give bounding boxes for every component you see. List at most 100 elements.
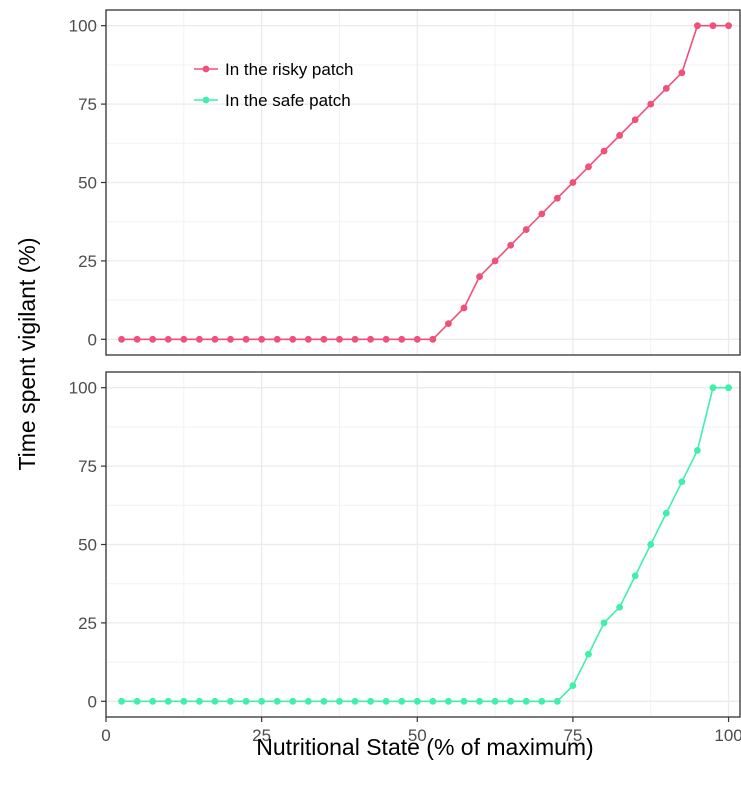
data-point — [398, 697, 406, 705]
y-tick-label: 50 — [78, 536, 97, 555]
data-point — [351, 335, 359, 343]
data-point — [227, 335, 234, 343]
data-point — [709, 384, 717, 392]
data-point — [538, 210, 546, 218]
y-tick-label: 50 — [78, 174, 97, 193]
data-point — [445, 697, 452, 705]
data-point — [118, 335, 125, 343]
y-tick-label: 75 — [78, 95, 97, 114]
y-tick-label: 25 — [78, 614, 97, 633]
data-point — [460, 304, 468, 312]
data-point — [616, 603, 624, 611]
data-point — [445, 320, 452, 328]
data-point — [118, 697, 125, 705]
data-point — [507, 241, 515, 249]
data-point — [631, 116, 639, 124]
data-point — [273, 335, 281, 343]
data-point — [569, 179, 577, 186]
data-point — [320, 697, 328, 705]
data-point — [351, 697, 359, 705]
data-point — [413, 697, 421, 705]
y-tick-label: 100 — [69, 379, 97, 398]
data-point — [195, 697, 203, 705]
upper-panel-risky: 0 25 50 75 100 — [69, 9, 741, 356]
data-point — [522, 697, 530, 705]
legend-label: In the risky patch — [225, 60, 354, 79]
data-point — [553, 194, 561, 202]
x-tick-label: 0 — [101, 726, 110, 745]
legend: In the risky patch In the safe patch — [194, 60, 354, 110]
data-point — [476, 273, 483, 280]
y-tick-label: 100 — [69, 17, 97, 36]
data-point — [336, 335, 343, 343]
data-point — [258, 697, 266, 705]
x-tick-label: 50 — [408, 726, 427, 745]
data-point — [429, 697, 437, 705]
data-point — [133, 697, 141, 705]
data-point — [164, 697, 172, 705]
data-point — [336, 697, 343, 705]
data-point — [227, 697, 234, 705]
data-point — [725, 22, 732, 30]
data-point — [647, 100, 655, 108]
legend-key-point — [202, 65, 210, 73]
data-point — [491, 257, 499, 265]
series-line-1 — [121, 386, 729, 703]
y-axis-title: Time spent vigilant (%) — [14, 237, 40, 470]
y-tick-label: 0 — [88, 692, 97, 711]
data-point — [382, 335, 390, 343]
panel-border — [105, 371, 741, 718]
data-point — [211, 335, 219, 343]
data-point — [149, 697, 157, 705]
y-tick-label: 75 — [78, 457, 97, 476]
x-tick-label: 25 — [252, 726, 271, 745]
data-point — [180, 697, 188, 705]
data-point — [211, 697, 219, 705]
data-point — [164, 335, 172, 343]
data-point — [585, 163, 592, 171]
data-point — [709, 22, 717, 30]
data-point — [678, 69, 686, 77]
data-point — [725, 384, 732, 392]
x-tick-label: 75 — [563, 726, 582, 745]
data-point — [242, 335, 250, 343]
data-point — [367, 335, 374, 343]
data-point — [133, 335, 141, 343]
data-point — [631, 572, 639, 580]
data-point — [413, 335, 421, 343]
legend-label: In the safe patch — [225, 91, 351, 110]
data-point — [507, 697, 515, 705]
data-point — [694, 22, 701, 30]
data-point — [600, 147, 608, 155]
data-point — [616, 132, 624, 139]
data-point — [398, 335, 406, 343]
data-point — [522, 226, 530, 233]
data-point — [553, 697, 561, 705]
panel-border — [105, 9, 741, 356]
data-point — [585, 650, 592, 658]
data-point — [304, 697, 312, 705]
data-point — [662, 85, 670, 92]
data-point — [180, 335, 188, 343]
data-point — [382, 697, 390, 705]
data-point — [320, 335, 328, 343]
series-line-0 — [121, 24, 729, 341]
data-point — [273, 697, 281, 705]
data-point — [600, 619, 608, 627]
data-point — [460, 697, 468, 705]
lower-panel-safe: 0 25 50 75 100 — [69, 371, 741, 718]
data-point — [258, 335, 266, 343]
y-tick-label: 0 — [88, 330, 97, 349]
data-point — [367, 697, 374, 705]
data-point — [538, 697, 546, 705]
data-point — [195, 335, 203, 343]
data-point — [678, 478, 686, 486]
data-point — [569, 682, 577, 690]
data-point — [304, 335, 312, 343]
data-point — [647, 541, 655, 548]
legend-key-point — [202, 96, 210, 104]
data-point — [149, 335, 157, 343]
data-point — [242, 697, 250, 705]
x-axis-title: Nutritional State (% of maximum) — [256, 734, 593, 760]
